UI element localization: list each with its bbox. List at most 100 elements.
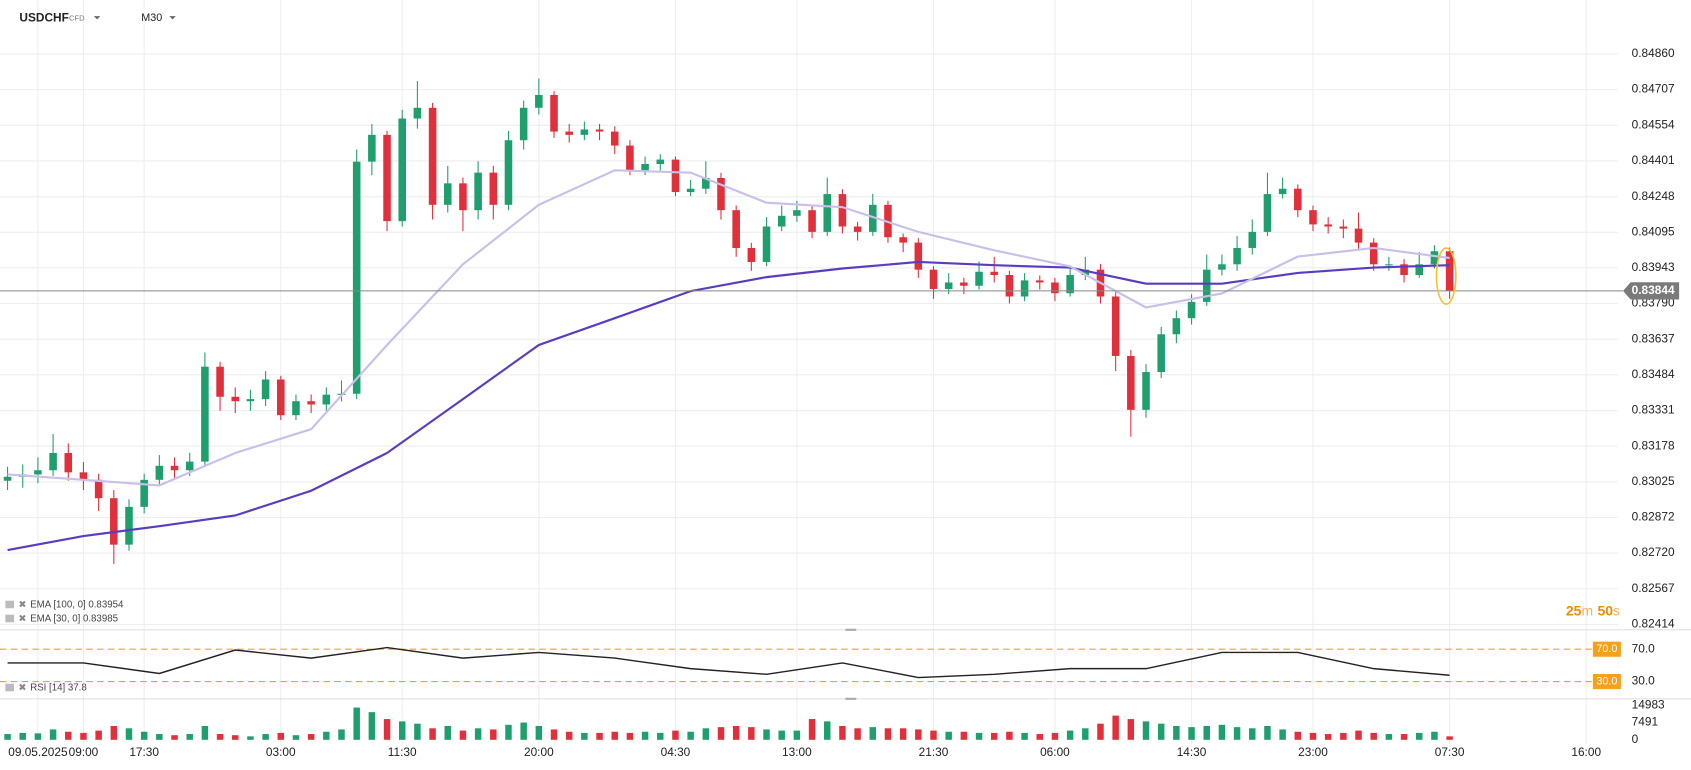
volume-bar	[368, 712, 376, 740]
volume-bar	[930, 730, 937, 740]
volume-bar	[732, 725, 740, 740]
candle-body	[1294, 188, 1302, 211]
candle-body	[443, 183, 452, 205]
volume-bar	[398, 721, 406, 740]
candle-body	[595, 129, 604, 132]
dropdown-arrow[interactable]	[93, 16, 101, 20]
candle-body	[702, 178, 710, 189]
volume-bar	[1294, 731, 1302, 740]
candle-body	[322, 394, 331, 405]
volume-bar	[140, 731, 148, 740]
volume-bar	[1203, 725, 1210, 740]
candle-body	[793, 210, 801, 216]
candle-body	[1369, 242, 1378, 265]
volume-bar	[808, 719, 816, 740]
volume-bar	[1066, 730, 1074, 740]
candle-body	[413, 107, 422, 119]
volume-bar	[565, 731, 573, 740]
volume-bar	[19, 732, 26, 740]
candle-body	[717, 178, 725, 211]
volume-bar	[216, 734, 224, 740]
x-tick-label: 03:00	[266, 745, 296, 759]
legend-icon[interactable]	[5, 600, 15, 609]
market: CFD	[69, 13, 85, 22]
candle-body	[155, 465, 164, 480]
volume-bar	[1446, 736, 1453, 740]
candle-body	[474, 172, 482, 211]
x-tick-label: 06:00	[1040, 745, 1070, 759]
candle-body	[79, 472, 88, 480]
volume-bar	[156, 734, 163, 740]
candle-body	[1415, 264, 1424, 276]
x-tick-label: 23:00	[1298, 745, 1328, 759]
volume-bar	[1264, 725, 1271, 740]
volume-bar	[34, 733, 42, 740]
timeframe[interactable]: M30	[141, 12, 162, 24]
volume-bar	[338, 729, 345, 740]
candle-body	[1187, 301, 1196, 319]
x-tick-label: 16:00	[1571, 745, 1601, 759]
x-tick-label: 09:00	[69, 745, 99, 759]
candle-body	[1111, 296, 1120, 356]
volume-bar	[854, 728, 861, 740]
volume-bar	[4, 734, 11, 740]
candle-body	[960, 282, 968, 286]
candle-body	[777, 215, 786, 227]
y-tick-label: 0.82567	[1632, 581, 1675, 595]
rsi-level-box-label: 70.0	[1596, 643, 1617, 655]
candle-body	[1035, 280, 1044, 283]
volume-bar	[960, 731, 968, 740]
candle-body	[352, 161, 361, 394]
countdown-unit: s	[1613, 602, 1620, 618]
candle-body	[929, 269, 938, 290]
candle-body	[1172, 318, 1181, 335]
dropdown-arrow[interactable]	[169, 16, 176, 20]
volume-bar	[49, 729, 57, 740]
volume-bar	[778, 730, 785, 740]
candle-body	[1218, 264, 1226, 270]
symbol[interactable]: USDCHF	[19, 10, 68, 24]
volume-bar	[1188, 727, 1195, 740]
candle-body	[1263, 194, 1272, 232]
legend-icon[interactable]	[5, 614, 15, 623]
candle-body	[610, 131, 619, 146]
volume-bar	[581, 732, 588, 740]
candle-body	[125, 506, 133, 545]
y-tick-label: 0.83637	[1632, 331, 1675, 345]
volume-bar	[429, 728, 436, 740]
candle-body	[580, 129, 589, 135]
volume-bar	[1006, 731, 1013, 740]
volume-bar	[687, 731, 694, 740]
volume-bar	[1036, 734, 1043, 740]
candle-body	[990, 271, 998, 276]
volume-bar	[793, 730, 801, 740]
candle-body	[1005, 275, 1014, 297]
volume-bar	[975, 732, 983, 740]
candle-body	[1202, 269, 1211, 302]
y-tick-label: 0.83178	[1632, 438, 1675, 452]
x-tick-label: 14:30	[1177, 745, 1207, 759]
volume-bar	[1309, 732, 1317, 740]
candle-body	[1051, 282, 1059, 294]
volume-bar	[125, 728, 133, 740]
candle-body	[808, 210, 816, 232]
volume-bar	[717, 727, 725, 740]
legend-entry: EMA [100, 0] 0.83954	[30, 600, 124, 611]
volume-bar	[1082, 728, 1089, 740]
candle-body	[1309, 210, 1317, 225]
volume-bar	[490, 729, 497, 740]
volume-bar	[1431, 731, 1438, 740]
x-tick-label: 11:30	[388, 745, 417, 759]
volume-bar	[65, 731, 72, 740]
volume-bar	[1142, 721, 1150, 740]
y-tick-label: 0.84707	[1632, 82, 1675, 96]
volume-bar	[884, 728, 892, 740]
candle-body	[307, 401, 315, 405]
legend-icon[interactable]	[5, 683, 15, 692]
volume-bar	[641, 731, 649, 740]
candle-body	[535, 94, 543, 108]
candle-body	[1066, 275, 1074, 294]
y-tick-label: 0.83331	[1632, 403, 1675, 417]
volume-bar	[1021, 732, 1028, 740]
